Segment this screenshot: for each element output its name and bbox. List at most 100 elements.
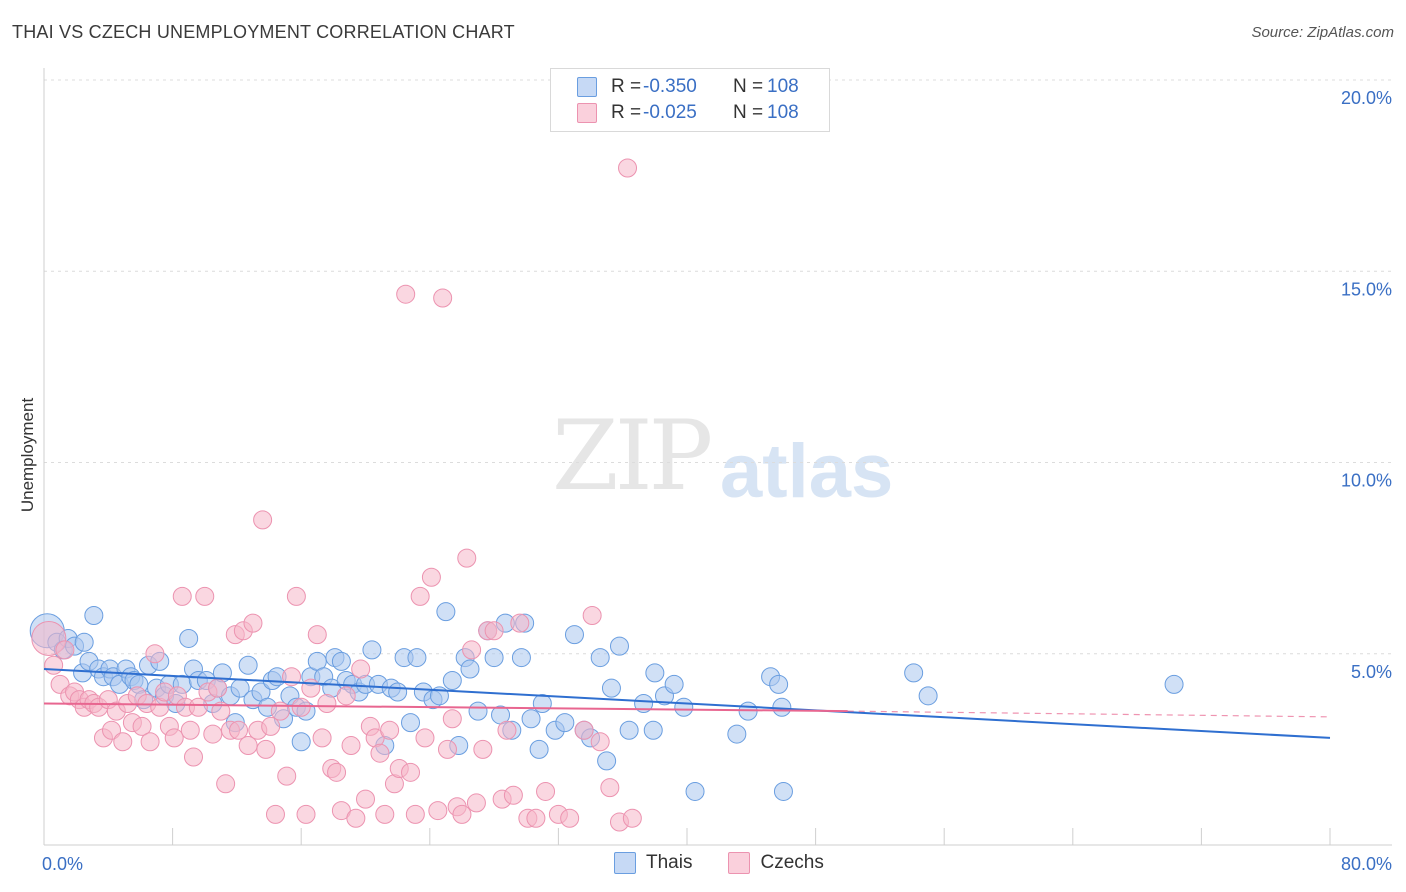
- point-czechs: [253, 510, 273, 530]
- point-thais: [407, 648, 427, 668]
- point-thais: [674, 697, 694, 717]
- point-thais: [84, 606, 104, 625]
- point-czechs: [484, 621, 504, 641]
- point-czechs: [172, 586, 192, 606]
- point-thais: [529, 739, 549, 759]
- point-thais: [634, 693, 654, 713]
- point-czechs: [113, 732, 133, 752]
- point-thais: [460, 659, 480, 679]
- point-czechs: [203, 724, 223, 744]
- point-thais: [74, 632, 94, 652]
- point-czechs: [437, 739, 457, 759]
- point-czechs: [375, 804, 395, 824]
- point-czechs: [195, 586, 215, 606]
- trendline-thais: [43, 668, 1331, 739]
- point-czechs: [618, 158, 638, 178]
- point-thais: [601, 678, 621, 698]
- y-tick-label: 10.0%: [1341, 471, 1392, 491]
- point-thais: [773, 781, 793, 801]
- point-thais: [521, 709, 541, 729]
- point-czechs: [462, 640, 482, 660]
- point-thais: [436, 602, 456, 622]
- point-thais: [388, 682, 408, 702]
- point-thais: [590, 648, 610, 668]
- point-czechs: [442, 709, 462, 729]
- legend-n-label: N =: [733, 76, 764, 97]
- chart-title: THAI VS CZECH UNEMPLOYMENT CORRELATION C…: [12, 22, 515, 42]
- point-thais: [727, 724, 747, 744]
- point-thais: [511, 648, 531, 668]
- x-tick-label: 80.0%: [1341, 854, 1392, 874]
- point-czechs: [55, 640, 75, 660]
- legend-row-czechs: R = -0.025 N = 108: [577, 100, 799, 126]
- legend-swatch-thais: [577, 77, 597, 97]
- point-thais: [331, 651, 351, 671]
- point-czechs: [428, 801, 448, 821]
- point-czechs: [180, 720, 200, 740]
- point-czechs: [574, 720, 594, 740]
- point-czechs: [229, 720, 249, 740]
- point-czechs: [457, 548, 477, 568]
- point-thais: [179, 628, 199, 648]
- x-tick-label: 0.0%: [42, 854, 83, 874]
- point-czechs: [401, 762, 421, 782]
- point-czechs: [317, 693, 337, 713]
- point-thais: [609, 636, 629, 656]
- point-thais: [291, 732, 311, 752]
- point-czechs: [560, 808, 580, 828]
- point-thais: [643, 720, 663, 740]
- chart-source: Source: ZipAtlas.com: [1251, 24, 1394, 41]
- point-czechs: [380, 720, 400, 740]
- point-czechs: [410, 586, 430, 606]
- stats-legend: R = -0.350 N = 108 R = -0.025 N = 108: [550, 68, 830, 132]
- series-legend: Thais Czechs: [614, 852, 860, 874]
- point-czechs: [261, 716, 281, 736]
- point-thais: [619, 720, 639, 740]
- point-czechs: [238, 736, 258, 756]
- point-czechs: [188, 697, 208, 717]
- legend-n-value: 108: [767, 76, 799, 97]
- point-czechs: [341, 736, 361, 756]
- point-thais: [769, 674, 789, 694]
- point-czechs: [277, 766, 297, 786]
- point-czechs: [183, 747, 203, 767]
- point-czechs: [296, 804, 316, 824]
- point-thais: [918, 686, 938, 706]
- point-czechs: [216, 774, 236, 794]
- point-thais: [401, 713, 421, 733]
- point-czechs: [622, 808, 642, 828]
- y-tick-label: 5.0%: [1351, 662, 1392, 682]
- point-czechs: [600, 778, 620, 798]
- legend-row-thais: R = -0.350 N = 108: [577, 74, 799, 100]
- point-czechs: [211, 701, 231, 721]
- point-thais: [468, 701, 488, 721]
- point-czechs: [132, 716, 152, 736]
- point-czechs: [102, 720, 122, 740]
- point-thais: [532, 693, 552, 713]
- point-czechs: [346, 808, 366, 828]
- legend-swatch-thais: [614, 852, 636, 874]
- point-czechs: [44, 655, 64, 675]
- point-czechs: [312, 728, 332, 748]
- point-czechs: [301, 678, 321, 698]
- point-czechs: [466, 793, 486, 813]
- legend-swatch-czechs: [728, 852, 751, 874]
- point-czechs: [526, 808, 546, 828]
- point-czechs: [307, 625, 327, 645]
- legend-r-value: -0.350: [643, 76, 697, 97]
- point-czechs: [452, 804, 472, 824]
- point-czechs: [291, 697, 311, 717]
- legend-item-thais[interactable]: Thais: [614, 852, 692, 874]
- point-czechs: [356, 789, 375, 809]
- point-thais: [564, 625, 584, 645]
- point-czechs: [497, 720, 517, 740]
- point-thais: [555, 713, 575, 733]
- point-thais: [238, 655, 258, 675]
- legend-n-value: 108: [767, 102, 799, 123]
- point-czechs: [145, 644, 165, 664]
- legend-item-czechs[interactable]: Czechs: [728, 852, 824, 874]
- point-czechs: [405, 804, 425, 824]
- point-czechs: [327, 762, 347, 782]
- point-thais: [597, 751, 617, 771]
- legend-n-label: N =: [733, 102, 764, 123]
